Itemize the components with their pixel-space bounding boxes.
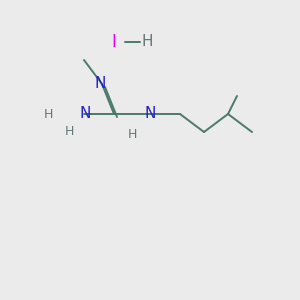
- Text: H: H: [127, 128, 137, 142]
- Text: I: I: [112, 33, 116, 51]
- Text: H: H: [141, 34, 153, 50]
- Text: N: N: [95, 76, 106, 92]
- Text: H: H: [64, 125, 74, 139]
- Text: N: N: [144, 106, 156, 122]
- Text: H: H: [43, 107, 53, 121]
- Text: N: N: [80, 106, 91, 122]
